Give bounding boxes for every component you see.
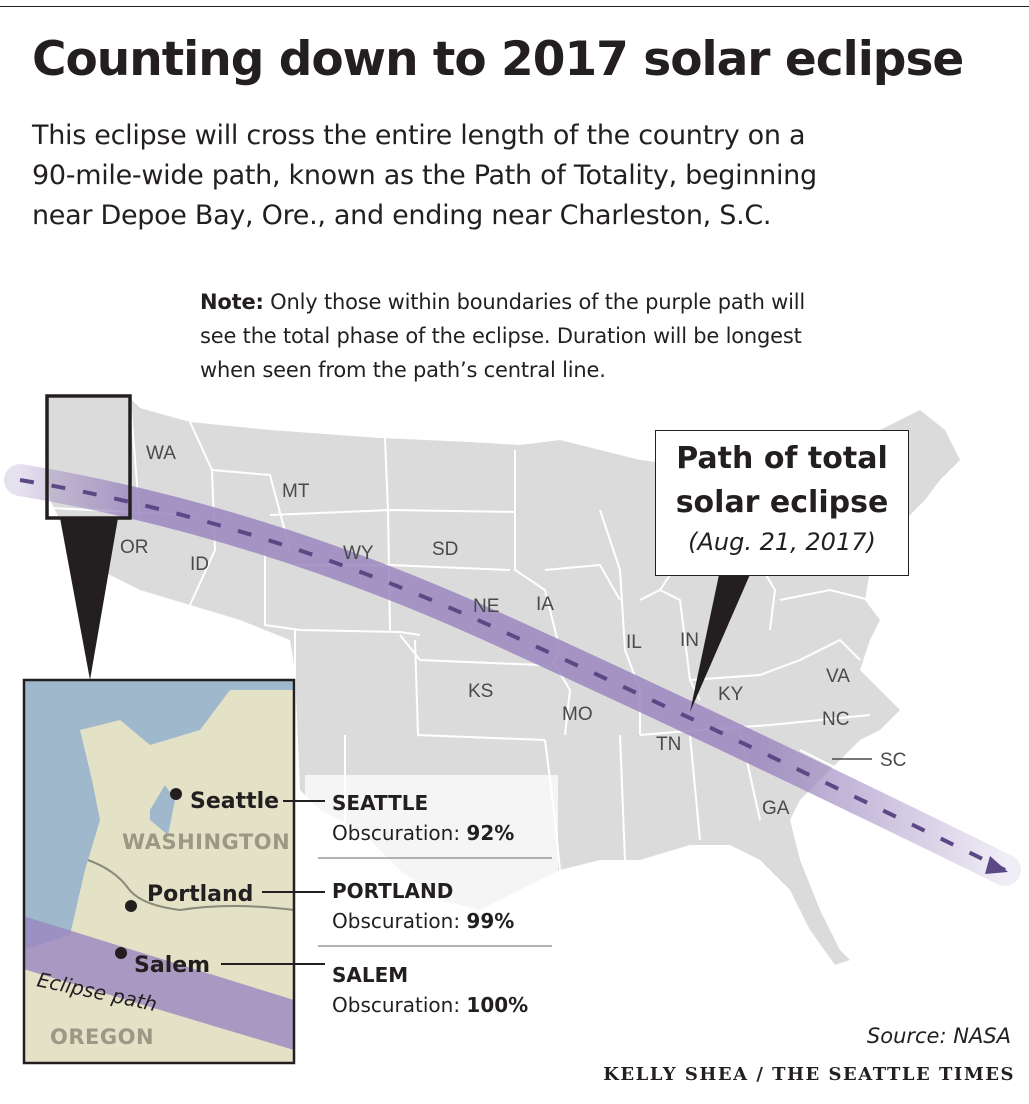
state-label-or: OR	[120, 537, 149, 558]
source-note: Source: NASA	[866, 1024, 1011, 1048]
note-line: see the total phase of the eclipse. Dura…	[200, 324, 802, 348]
intro-line: 90-mile-wide path, known as the Path of …	[32, 160, 817, 191]
state-label-in: IN	[680, 630, 699, 651]
city-label-portland: Portland	[147, 882, 253, 907]
inset-connector	[60, 518, 118, 680]
obscuration-portland: PORTLAND Obscuration: 99%	[332, 876, 562, 936]
obscuration-salem: SALEM Obscuration: 100%	[332, 960, 562, 1020]
puget-sound	[150, 785, 175, 835]
intro-line: near Depoe Bay, Ore., and ending near Ch…	[32, 200, 772, 231]
region-label-oregon: OREGON	[50, 1025, 154, 1049]
state-label-id: ID	[190, 554, 209, 575]
state-label-nc: NC	[822, 709, 849, 730]
callout-title-line: Path of total	[676, 441, 888, 476]
intro-line: This eclipse will cross the entire lengt…	[32, 120, 806, 151]
obscuration-value: 92%	[466, 821, 515, 845]
state-label-ks: KS	[468, 681, 493, 702]
note-line: when seen from the path’s central line.	[200, 358, 606, 382]
obscuration-city: PORTLAND	[332, 879, 454, 903]
salem-dot	[115, 947, 127, 959]
obscuration-city: SALEM	[332, 963, 409, 987]
inset-eclipse-band	[24, 916, 294, 1050]
obscuration-value: 100%	[466, 993, 529, 1017]
page-title: Counting down to 2017 solar eclipse	[32, 32, 964, 87]
intro-text: This eclipse will cross the entire lengt…	[32, 116, 992, 236]
state-label-mt: MT	[282, 481, 310, 502]
state-label-va: VA	[826, 666, 850, 687]
eclipse-path-centerline	[19, 478, 1006, 872]
portland-dot	[125, 900, 137, 912]
city-label-seattle: Seattle	[190, 789, 279, 814]
state-label-ga: GA	[762, 798, 790, 819]
state-label-wa: WA	[146, 443, 176, 464]
note-label: Note:	[200, 290, 264, 314]
state-label-sd: SD	[432, 539, 458, 560]
seattle-dot	[170, 788, 182, 800]
columbia-river	[87, 859, 294, 912]
inset-map: Seattle WASHINGTON Portland Salem Eclips…	[22, 678, 325, 1065]
state-label-wy: WY	[343, 543, 374, 564]
state-label-ky: KY	[718, 684, 744, 705]
city-label-salem: Salem	[134, 953, 210, 978]
callout-title-line: solar eclipse	[675, 485, 889, 520]
path-callout: Path of total solar eclipse (Aug. 21, 20…	[655, 430, 909, 576]
inset-frame	[22, 678, 296, 1065]
obscuration-label: Obscuration:	[332, 909, 461, 933]
state-label-ia: IA	[536, 594, 554, 615]
obscuration-value: 99%	[466, 909, 515, 933]
obscuration-city: SEATTLE	[332, 791, 429, 815]
region-label-washington: WASHINGTON	[122, 830, 290, 854]
note-text: Note: Only those within boundaries of th…	[200, 285, 1000, 387]
state-label-mo: MO	[562, 704, 593, 725]
obscuration-panel	[305, 775, 558, 1015]
state-label-sc: SC	[880, 750, 906, 771]
eclipse-path-arrowhead	[985, 856, 1008, 874]
obscuration-label: Obscuration:	[332, 993, 461, 1017]
note-line: Only those within boundaries of the purp…	[270, 290, 806, 314]
obscuration-label: Obscuration:	[332, 821, 461, 845]
callout-pointer	[690, 570, 752, 712]
state-label-tn: TN	[656, 734, 681, 755]
callout-date: (Aug. 21, 2017)	[688, 528, 876, 556]
top-rule	[0, 6, 1029, 7]
credit-line: KELLY SHEA / THE SEATTLE TIMES	[603, 1064, 1015, 1085]
state-label-il: IL	[626, 632, 642, 653]
state-label-ne: NE	[473, 596, 499, 617]
obscuration-seattle: SEATTLE Obscuration: 92%	[332, 788, 562, 848]
